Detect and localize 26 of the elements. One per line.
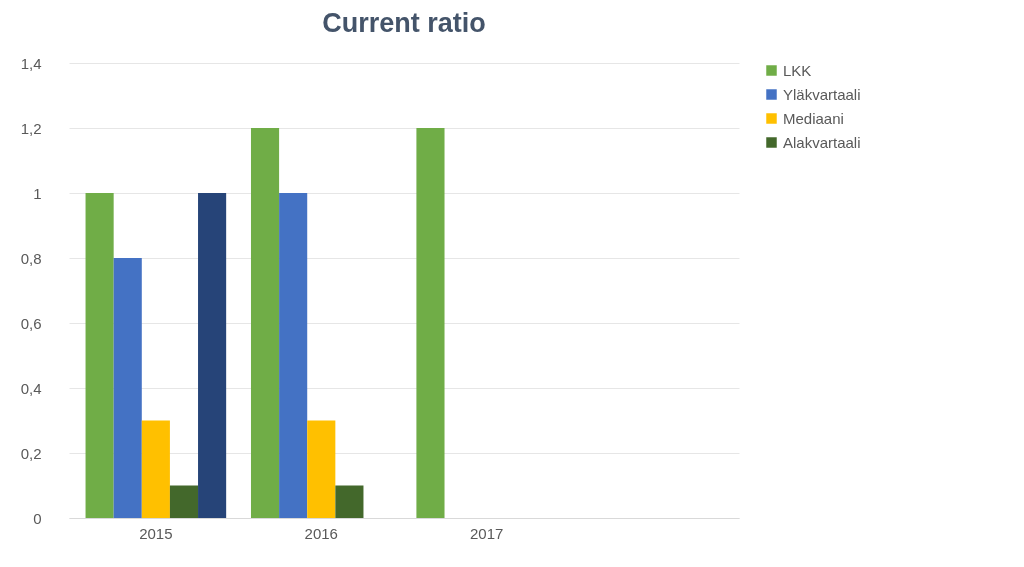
bar (169, 485, 199, 518)
bar (335, 485, 364, 518)
chart-title: Current ratio (322, 8, 486, 38)
bar (85, 193, 114, 518)
y-tick-label: 0,8 (20, 249, 42, 267)
x-tick-label: 2017 (470, 524, 504, 542)
y-tick-label: 1 (33, 184, 42, 202)
x-tick-label: 2016 (304, 524, 338, 542)
y-tick-label: 0 (33, 509, 42, 527)
x-tick-label: 2015 (139, 524, 173, 542)
y-tick-label: 0,6 (20, 314, 42, 332)
bar (279, 193, 308, 518)
bar (113, 258, 142, 518)
y-tick-label: 0,2 (20, 444, 42, 462)
legend-label: Yläkvartaali (783, 85, 861, 103)
bar (198, 193, 227, 518)
y-tick-label: 1,4 (20, 54, 42, 72)
y-tick-label: 0,4 (20, 379, 42, 397)
bar (307, 420, 336, 518)
bar (416, 128, 445, 518)
y-tick-label: 1,2 (20, 119, 42, 137)
legend-label: Mediaani (783, 109, 844, 127)
bar (250, 128, 280, 518)
legend-label: LKK (783, 61, 812, 79)
bar (141, 420, 170, 518)
legend-label: Alakvartaali (783, 133, 861, 151)
